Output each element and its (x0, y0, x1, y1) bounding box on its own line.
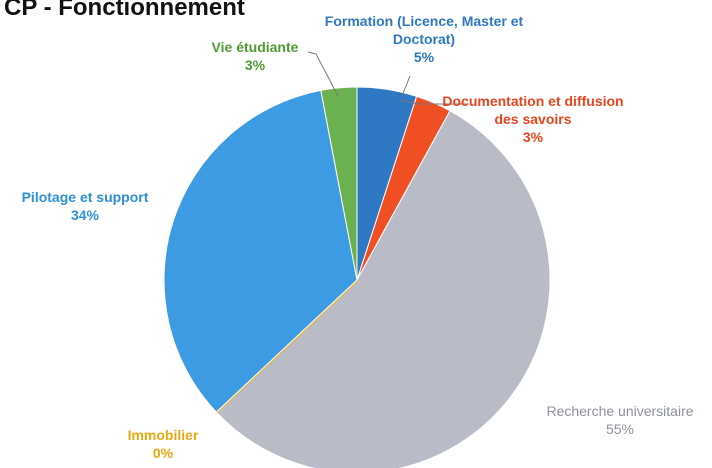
pie-slice (163, 89, 358, 413)
value-label: 55% (605, 421, 635, 437)
slice-label: Formation (Licence, Master et Doctorat) 5… (324, 12, 524, 66)
pie-slice (215, 110, 551, 468)
category-label: Recherche universitaire (546, 403, 694, 419)
leader-line (307, 51, 339, 97)
slice-label: Pilotage et support 34% (0, 188, 170, 224)
slice-label: Recherche universitaire 55% (520, 402, 712, 438)
category-label: Formation (Licence, Master et Doctorat) (324, 13, 524, 47)
chart-title: CP - Fonctionnement (4, 0, 245, 21)
leader-line (401, 75, 411, 97)
category-label: Immobilier (127, 427, 199, 443)
slice-label: Immobilier 0% (103, 426, 223, 462)
leader-line (399, 99, 466, 105)
slice-label: Vie étudiante 3% (195, 38, 315, 74)
value-label: 0% (152, 445, 174, 461)
pie-slice (320, 86, 358, 281)
value-label: 5% (413, 49, 435, 65)
category-label: Pilotage et support (21, 189, 149, 205)
category-label: Vie étudiante (211, 39, 299, 55)
slice-label: Documentation et diffusion des savoirs 3% (438, 92, 628, 146)
value-label: 3% (244, 57, 266, 73)
category-label: Documentation et diffusion des savoirs (442, 93, 624, 127)
value-label: 34% (70, 207, 100, 223)
value-label: 3% (522, 129, 544, 145)
